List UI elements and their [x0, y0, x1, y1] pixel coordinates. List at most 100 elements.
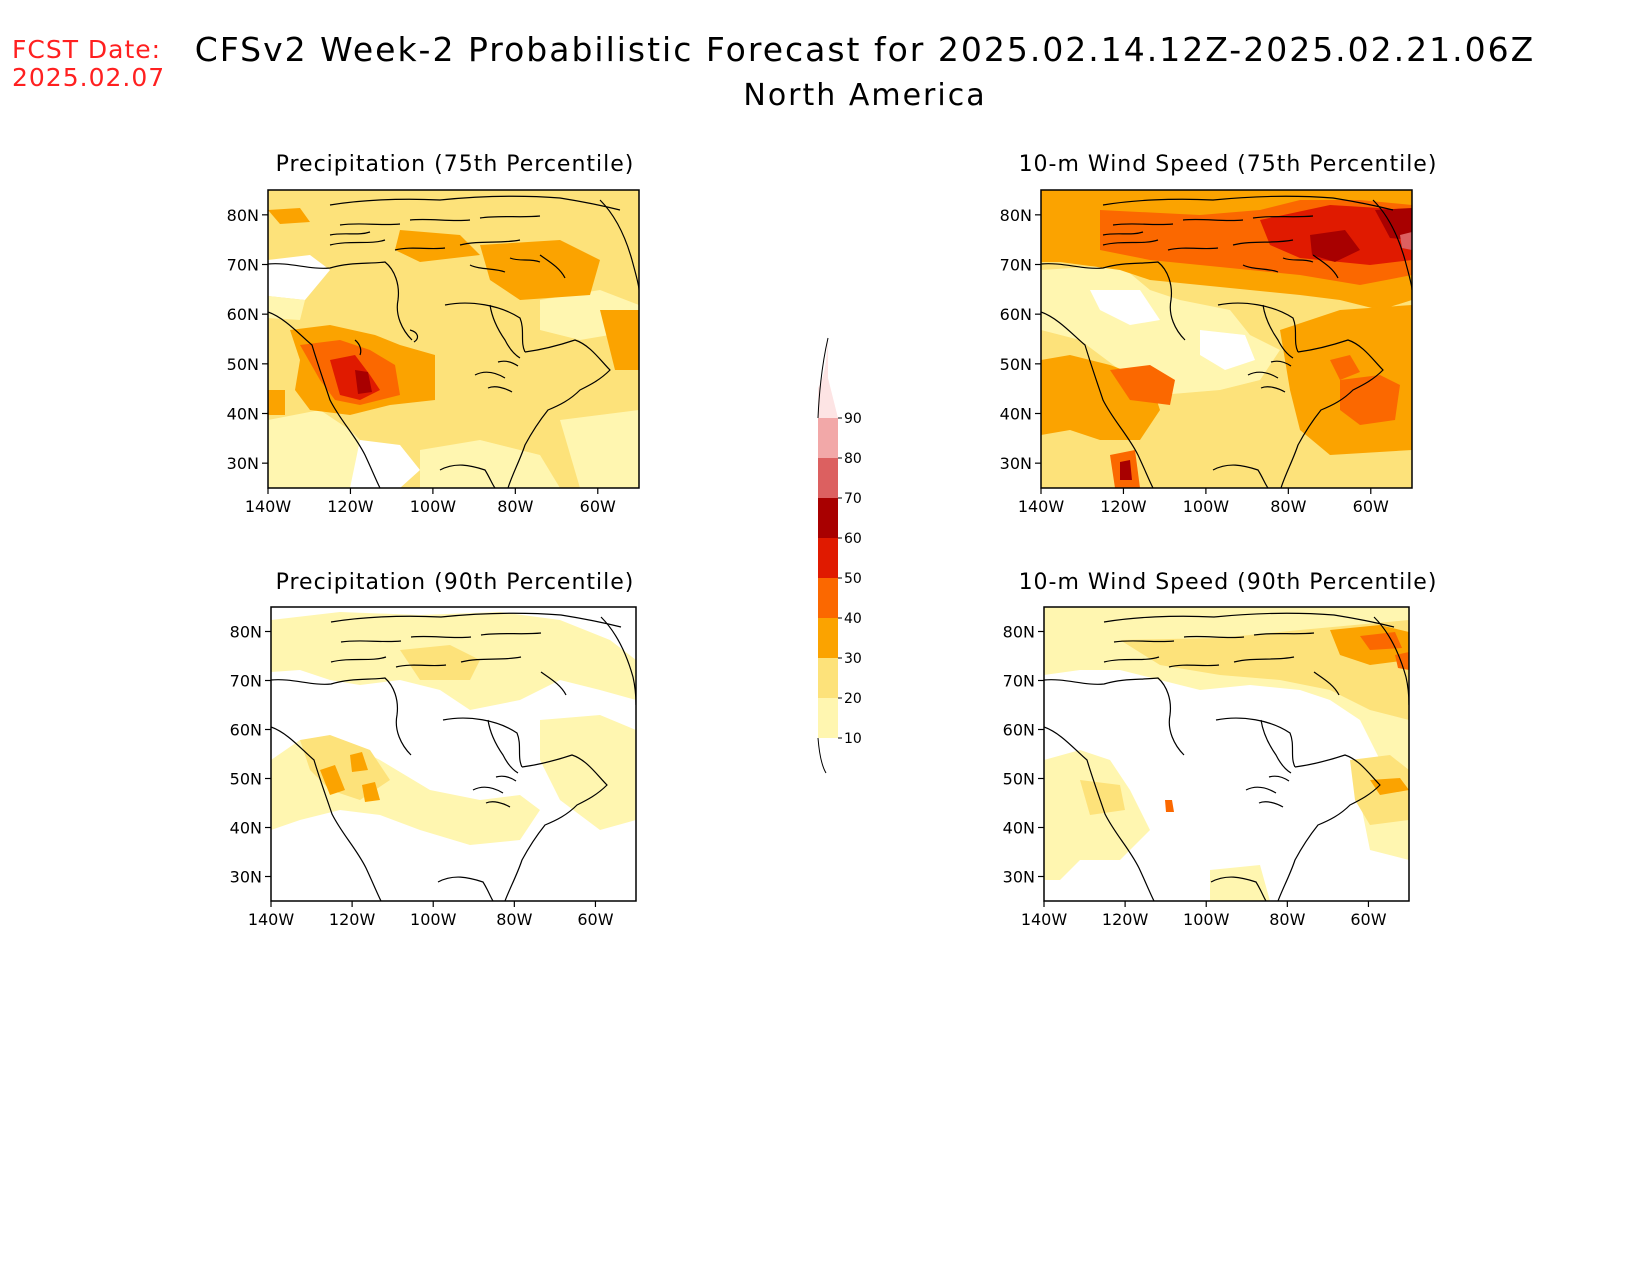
colorbar-swatch: [818, 618, 838, 658]
shade-40-50: [1165, 800, 1174, 812]
colorbar-label: 20: [844, 691, 862, 707]
colorbar-swatch: [818, 538, 838, 578]
lon-tick-label: 100W: [410, 497, 457, 516]
shade-40-50: [1330, 355, 1360, 380]
colorbar-label: 10: [844, 731, 862, 747]
lat-tick-label: 70N: [1003, 672, 1035, 691]
lon-tick-label: 140W: [1018, 497, 1065, 516]
coastlines: [1044, 612, 1409, 901]
colorbar-swatch: [818, 658, 838, 698]
lat-tick-label: 30N: [1003, 868, 1035, 887]
shade-10-20: [540, 715, 636, 830]
shade-30-40: [480, 240, 600, 300]
lon-tick-label: 120W: [329, 910, 376, 929]
map-frame: [1043, 606, 1410, 902]
lat-tick-label: 70N: [1000, 256, 1032, 275]
shade-60-70: [1375, 208, 1412, 240]
lon-tick-label: 60W: [577, 910, 613, 929]
shade-30-40: [320, 765, 345, 795]
shade-10-20: [268, 296, 305, 320]
lat-tick-label: 40N: [1003, 819, 1035, 838]
shade-30-40: [362, 782, 380, 802]
map-panel-precip90: [270, 606, 637, 902]
shade-60-70: [355, 370, 372, 394]
shade-60-70: [1310, 230, 1360, 262]
lon-tick-label: 100W: [410, 910, 457, 929]
shade-10-20: [420, 440, 560, 488]
shade-10-20: [268, 410, 370, 488]
map-panel-wind90: [1043, 606, 1410, 902]
shade-30-40: [268, 208, 310, 224]
shade-40-50: [1110, 365, 1175, 405]
shade-70-80: [1400, 232, 1412, 250]
colorbar-swatch: [818, 418, 838, 458]
lat-tick-label: 30N: [230, 868, 262, 887]
colorbar-label: 50: [844, 571, 862, 587]
colorbar-swatch: [818, 698, 838, 738]
colorbar-label: 40: [844, 611, 862, 627]
coastlines: [268, 195, 639, 488]
lat-tick-label: 50N: [227, 355, 259, 374]
colorbar: 10 20 30 40 50 60 70 80 90: [817, 337, 862, 774]
lat-tick-label: 30N: [1000, 454, 1032, 473]
lat-tick-label: 50N: [1000, 355, 1032, 374]
fcst-date-label: FCST Date: 2025.02.07: [12, 36, 165, 92]
map-frame: [1040, 189, 1413, 489]
shade-below-10: [1200, 330, 1255, 370]
lat-tick-label: 60N: [1003, 721, 1035, 740]
coastlines: [271, 612, 636, 901]
panel-title-wind75: 10-m Wind Speed (75th Percentile): [1018, 152, 1438, 177]
colorbar-label: 80: [844, 451, 862, 467]
lon-tick-label: 120W: [1102, 910, 1149, 929]
lon-tick-label: 60W: [1350, 910, 1386, 929]
lat-tick-label: 40N: [227, 405, 259, 424]
shade-20-30: [1080, 780, 1125, 815]
lon-tick-label: 80W: [496, 910, 532, 929]
shade-10-20: [1044, 750, 1150, 880]
lat-tick-label: 80N: [230, 623, 262, 642]
lat-tick-label: 60N: [227, 305, 259, 324]
lon-tick-label: 140W: [245, 497, 292, 516]
shade-30-40: [268, 390, 285, 415]
shade-40-50: [1340, 375, 1400, 425]
lat-tick-label: 70N: [230, 672, 262, 691]
colorbar-label: 90: [844, 411, 862, 427]
shade-40-50: [1360, 632, 1402, 650]
shade-30-40: [350, 752, 368, 772]
lat-tick-label: 30N: [227, 454, 259, 473]
colorbar-swatch: [818, 458, 838, 498]
lat-tick-label: 80N: [1003, 623, 1035, 642]
map-panel-wind75: [1040, 189, 1413, 489]
fcst-label: FCST Date:: [12, 35, 162, 64]
shade-below-10: [268, 255, 330, 300]
shade-60-70: [1120, 460, 1132, 480]
colorbar-label: 30: [844, 651, 862, 667]
map-frame: [270, 606, 637, 902]
lat-tick-label: 40N: [1000, 405, 1032, 424]
shade-30-40: [1370, 778, 1409, 795]
lon-tick-label: 140W: [248, 910, 295, 929]
lon-tick-label: 80W: [1269, 910, 1305, 929]
colorbar-cap: [817, 737, 827, 774]
colorbar-swatch: [818, 338, 838, 418]
region-title: North America: [743, 78, 987, 113]
colorbar-swatch: [818, 498, 838, 538]
colorbar-cap: [817, 337, 829, 419]
page-title: CFSv2 Week-2 Probabilistic Forecast for …: [194, 30, 1536, 69]
lon-tick-label: 120W: [327, 497, 374, 516]
colorbar-label: 60: [844, 531, 862, 547]
lat-tick-label: 50N: [1003, 770, 1035, 789]
panel-title-precip75: Precipitation (75th Percentile): [275, 152, 635, 177]
lon-tick-label: 80W: [1270, 497, 1306, 516]
map-frame: [267, 189, 640, 489]
lat-tick-label: 40N: [230, 819, 262, 838]
lon-tick-label: 100W: [1183, 910, 1230, 929]
coastlines: [1041, 195, 1412, 488]
lon-tick-label: 100W: [1183, 497, 1230, 516]
colorbar-swatch: [818, 578, 838, 618]
shade-20-30: [400, 645, 480, 680]
shade-below-10: [350, 440, 420, 488]
lon-tick-label: 120W: [1100, 497, 1147, 516]
lon-tick-label: 80W: [497, 497, 533, 516]
